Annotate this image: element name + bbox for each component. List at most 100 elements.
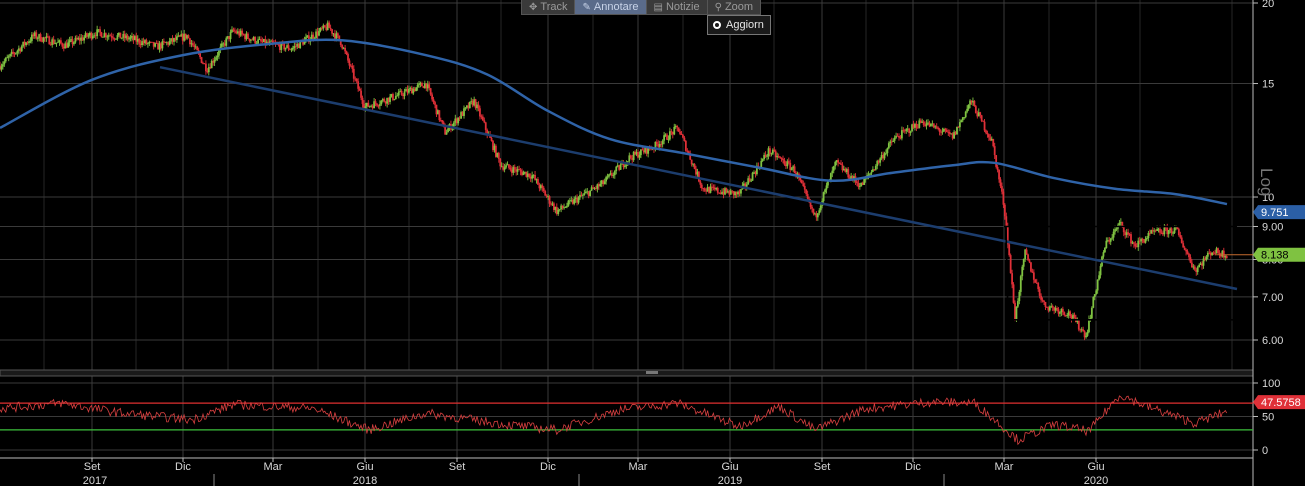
year-label: 2020 — [1084, 475, 1108, 486]
candle-body — [803, 186, 806, 190]
candle-body — [937, 127, 940, 130]
candle-body — [666, 134, 668, 140]
candle-body — [202, 62, 204, 64]
candle-body — [703, 188, 706, 191]
candle-body — [976, 113, 979, 117]
candle-body — [277, 44, 280, 45]
candle-body — [972, 100, 974, 103]
candle-body — [189, 38, 191, 45]
candle-body — [985, 130, 987, 133]
moving-average-line — [0, 38, 1228, 206]
candle-body — [661, 140, 664, 145]
candle-body — [858, 186, 861, 188]
candle-body — [874, 166, 877, 170]
candle-body — [183, 33, 186, 41]
candle-body — [361, 97, 364, 104]
candle-body — [622, 161, 625, 168]
candle-body — [1159, 228, 1161, 233]
candle-body — [218, 50, 220, 56]
candle-body — [16, 50, 19, 53]
candle-body — [360, 90, 362, 98]
candle-body — [152, 42, 155, 47]
candle-body — [609, 173, 612, 175]
candle-body — [641, 149, 644, 151]
candle-body — [177, 35, 180, 37]
candle-body — [561, 205, 564, 208]
candle-body — [135, 36, 138, 42]
candle-body — [1208, 252, 1211, 254]
candle-body — [319, 27, 322, 31]
candle-body — [413, 88, 416, 92]
candle-body — [734, 191, 737, 196]
candle-body — [603, 181, 606, 185]
candle-body — [742, 183, 745, 186]
candle-body — [1114, 229, 1116, 232]
candle-body — [432, 99, 435, 103]
month-tick-label: Set — [449, 461, 466, 473]
candle-body — [753, 172, 755, 174]
candle-body — [892, 140, 895, 142]
candle-body — [345, 51, 348, 55]
month-tick-label: Dic — [540, 461, 556, 473]
candle-body — [1183, 247, 1186, 250]
candle-body — [1066, 315, 1069, 317]
candle-body — [65, 43, 68, 48]
candle-body — [1076, 320, 1079, 323]
candle-body — [782, 158, 784, 161]
chart-toolbar: ✥ Track ✎ Annotare ▤ Notizie ⚲ Zoom — [521, 0, 762, 15]
candle-body — [1019, 276, 1022, 292]
candle-body — [1086, 332, 1089, 336]
candle-body — [500, 166, 503, 168]
candle-body — [624, 165, 626, 168]
track-button[interactable]: ✥ Track — [522, 0, 576, 14]
candle-body — [397, 91, 400, 96]
update-button[interactable]: Aggiorn — [707, 15, 771, 35]
candle-body — [383, 99, 386, 102]
news-button[interactable]: ▤ Notizie — [647, 0, 708, 14]
candle-body — [35, 32, 38, 39]
candle-body — [840, 163, 842, 165]
candle-body — [1209, 252, 1212, 256]
candle-body — [68, 40, 71, 43]
candle-body — [898, 136, 900, 138]
candle-body — [864, 178, 867, 180]
candle-body — [463, 108, 465, 116]
candle-body — [577, 197, 580, 203]
candle-body — [357, 81, 360, 89]
candle-body — [654, 141, 657, 149]
candle-body — [367, 102, 370, 107]
annotate-button[interactable]: ✎ Annotare — [575, 0, 647, 14]
candle-body — [1169, 228, 1172, 231]
candle-body — [518, 169, 520, 170]
candle-body — [392, 94, 394, 100]
news-icon: ▤ — [653, 1, 663, 13]
candle-body — [194, 46, 197, 48]
candle-body — [806, 194, 809, 199]
candle-body — [389, 96, 391, 102]
candle-body — [213, 59, 216, 63]
candle-body — [1147, 232, 1150, 238]
candle-body — [468, 101, 471, 109]
candle-body — [1083, 331, 1086, 338]
candle-body — [1079, 329, 1082, 331]
candle-body — [206, 71, 209, 73]
candle-body — [1146, 237, 1148, 240]
candle-body — [54, 43, 56, 44]
candle-body — [698, 171, 700, 182]
candle-body — [1205, 256, 1208, 260]
candle-body — [645, 147, 648, 154]
zoom-button[interactable]: ⚲ Zoom — [708, 0, 760, 14]
candle-body — [497, 152, 500, 159]
candle-body — [119, 32, 122, 39]
candle-body — [126, 35, 129, 40]
candle-body — [1102, 252, 1105, 257]
candle-body — [950, 133, 953, 135]
candle-body — [455, 118, 458, 124]
candle-body — [402, 94, 404, 97]
candle-body — [87, 35, 90, 37]
candle-body — [977, 112, 980, 117]
candle-body — [247, 33, 249, 39]
candle-body — [986, 132, 989, 135]
candle-body — [777, 156, 780, 157]
